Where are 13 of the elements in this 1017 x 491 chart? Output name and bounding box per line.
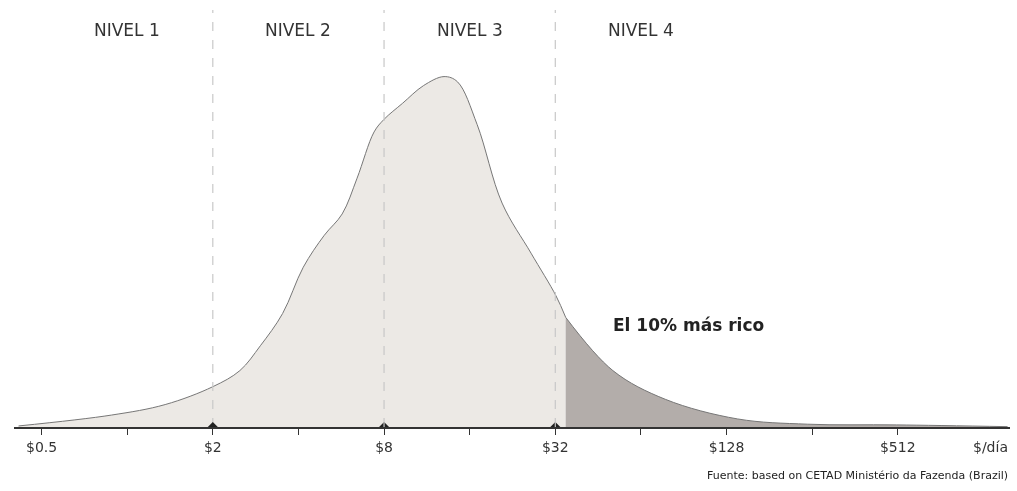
x-tick-label: $512: [879, 438, 916, 455]
x-tick-label: $0.5: [25, 438, 58, 455]
x-tick-label: $2: [203, 438, 222, 455]
x-axis-title: $/día: [973, 439, 1008, 455]
text: NIVEL 3: [437, 20, 503, 40]
text: NIVEL 2: [265, 20, 331, 40]
x-tick-label: $128: [708, 438, 745, 455]
text: NIVEL 4: [608, 20, 674, 40]
x-tick-label: $32: [541, 438, 569, 455]
series-label: El 10% más rico: [613, 315, 765, 335]
x-tick-label: $8: [375, 438, 393, 455]
source-note: Fuente: based on CETAD Ministério da Fazenda (Brazil): [707, 469, 1009, 482]
text: NIVEL 1: [94, 20, 160, 40]
